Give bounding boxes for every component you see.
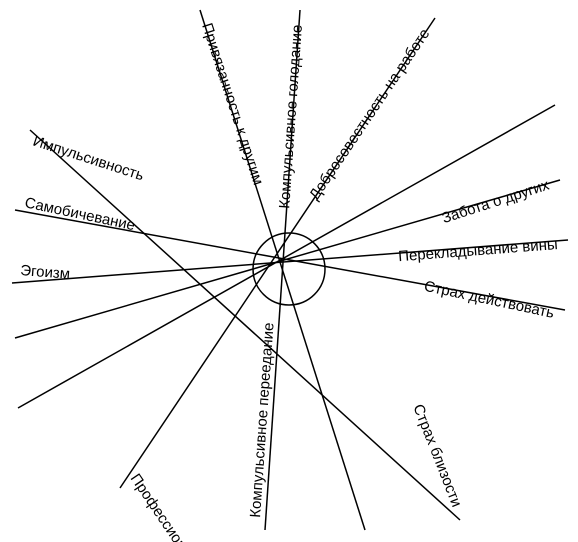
- label-compulsive-starving: Компульсивное голодание: [276, 24, 306, 209]
- label-attachment-to-others: Привязанность к другим: [198, 21, 266, 187]
- label-egoism: Эгоизм: [20, 262, 71, 283]
- label-care-for-others: Забота о других: [440, 176, 552, 227]
- label-work-conscientiousness: Добросовестность на работе: [306, 26, 433, 203]
- label-self-flagellation: Самобичевание: [23, 194, 136, 234]
- label-professional-apathy: Профессиональная апатия: [127, 471, 247, 542]
- radial-diagram: Привязанность к другим Компульсивное голо…: [0, 0, 578, 542]
- label-fear-to-act: Страх действовать: [423, 278, 556, 322]
- spoke-line-7: [30, 130, 460, 520]
- label-fear-of-intimacy: Страх близости: [409, 402, 465, 510]
- diagram-svg: Привязанность к другим Компульсивное голо…: [0, 0, 578, 542]
- label-blame-shifting: Перекладывание вины: [398, 236, 559, 265]
- label-impulsiveness: Импульсивность: [31, 133, 146, 185]
